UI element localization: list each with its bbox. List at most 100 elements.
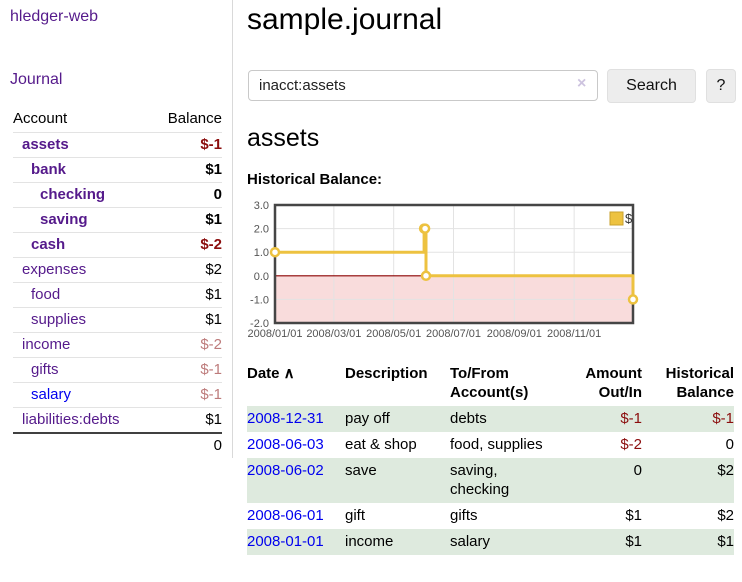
accounts-total-balance: 0 [151,432,222,458]
data-point [627,294,639,305]
register-header-historical-balance: Historical Balance [665,365,734,401]
register-header-amount-out-in: Amount Out/In [585,365,642,401]
account-balance: $-2 [151,332,222,358]
help-button[interactable]: ? [706,69,736,103]
transaction-accounts: food, supplies [450,436,543,453]
transaction-description: save [345,462,377,479]
account-link[interactable]: assets [22,136,69,153]
y-tick-label: -2.0 [250,318,269,330]
legend-label: $ [625,211,633,226]
transaction-date-link[interactable]: 2008-06-03 [247,436,324,453]
register-header-date[interactable]: Date ∧ [247,365,295,382]
transaction-accounts: saving, checking [450,462,510,498]
x-tick-label: 2008/07/01 [426,328,481,340]
account-link[interactable]: cash [31,236,66,253]
account-row: liabilities:debts $1 [13,407,222,433]
account-link[interactable]: supplies [31,311,87,328]
register-header-to-from-account-s-: To/From Account(s) [450,365,529,401]
account-row: gifts $-1 [13,357,222,383]
brand-link[interactable]: hledger-web [10,8,99,25]
account-link[interactable]: saving [40,211,88,228]
register-row: 2008-01-01 income salary $1 $1 [247,529,734,555]
transaction-date-link[interactable]: 2008-06-01 [247,507,324,524]
account-balance: $1 [151,307,222,333]
transaction-balance: $1 [717,533,734,550]
account-row: assets $-1 [13,132,222,158]
plot-border [273,203,635,325]
transaction-amount: $-2 [620,436,642,453]
transaction-accounts: salary [450,533,491,550]
account-row: salary $-1 [13,382,222,408]
transaction-amount: $-1 [620,410,642,427]
account-balance: $1 [151,407,222,433]
page-title: sample.journal [247,3,443,36]
transaction-date-link[interactable]: 2008-12-31 [247,410,324,427]
x-tick-label: 2008/03/01 [306,328,361,340]
transaction-balance: 0 [725,436,734,453]
sort-ascending-icon: ∧ [279,365,295,382]
search-button[interactable]: Search [607,69,696,103]
account-row: saving $1 [13,207,222,233]
accounts-header-account: Account [13,110,68,127]
account-balance: 0 [151,182,222,208]
account-link[interactable]: food [31,286,61,303]
register-row: 2008-06-03 eat & shop food, supplies $-2 0 [247,432,734,458]
sidebar: hledger-web Journal Account Balance asse… [0,0,233,458]
x-tick-label: 2008/11/01 [547,328,601,340]
account-link[interactable]: gifts [31,361,59,378]
account-balance: $-1 [151,357,222,383]
y-tick-label: 1.0 [254,247,269,259]
account-link[interactable]: bank [31,161,67,178]
data-point [419,223,431,234]
account-link[interactable]: income [22,336,71,353]
account-balance: $1 [151,207,222,233]
chart-label: Historical Balance: [247,171,383,188]
data-point [420,270,432,282]
account-balance: $2 [151,257,222,283]
x-tick-label: 2008/09/01 [487,328,542,340]
register-row: 2008-06-01 gift gifts $1 $2 [247,503,734,529]
account-balance: $-2 [151,232,222,258]
legend-swatch [609,211,624,226]
account-row: food $1 [13,282,222,308]
account-link[interactable]: expenses [22,261,87,278]
accounts-table: Account Balance assets $-1 bank $1 checking 0… [13,108,222,458]
y-tick-label: 3.0 [254,200,269,212]
data-point [269,246,281,258]
accounts-header-balance: Balance [167,110,222,127]
transaction-accounts: debts [450,410,487,427]
transaction-amount: $1 [625,533,642,550]
transaction-amount: $1 [625,507,642,524]
transaction-date-link[interactable]: 2008-01-01 [247,533,324,550]
accounts-total-row: 0 [13,432,222,458]
transaction-accounts: gifts [450,507,478,524]
y-tick-label: -1.0 [250,294,269,306]
account-row: income $-2 [13,332,222,358]
transaction-amount: 0 [633,462,642,479]
x-tick-label: 2008/01/01 [247,328,302,340]
register-row: 2008-06-02 save saving, checking 0 $2 [247,458,734,503]
account-balance: $1 [151,282,222,308]
sidebar-item-journal[interactable]: Journal [10,71,63,88]
clear-search-icon[interactable]: × [577,75,587,92]
y-tick-label: 2.0 [254,224,269,236]
y-tick-label: 0.0 [254,271,269,283]
search-input[interactable] [248,70,598,101]
account-heading: assets [247,124,320,152]
account-row: checking 0 [13,182,222,208]
register-table: Date ∧ Description To/From Account(s) Amoun… [247,362,734,555]
account-row: expenses $2 [13,257,222,283]
account-link[interactable]: checking [40,186,106,203]
transaction-date-link[interactable]: 2008-06-02 [247,462,324,479]
transaction-balance: $-1 [712,410,734,427]
account-link[interactable]: salary [31,386,72,403]
transaction-description: eat & shop [345,436,417,453]
account-balance: $-1 [151,382,222,408]
register-header-description: Description [345,365,428,382]
transaction-balance: $2 [717,507,734,524]
account-balance: $1 [151,157,222,183]
account-link[interactable]: liabilities:debts [22,411,120,428]
transaction-description: gift [345,507,366,524]
